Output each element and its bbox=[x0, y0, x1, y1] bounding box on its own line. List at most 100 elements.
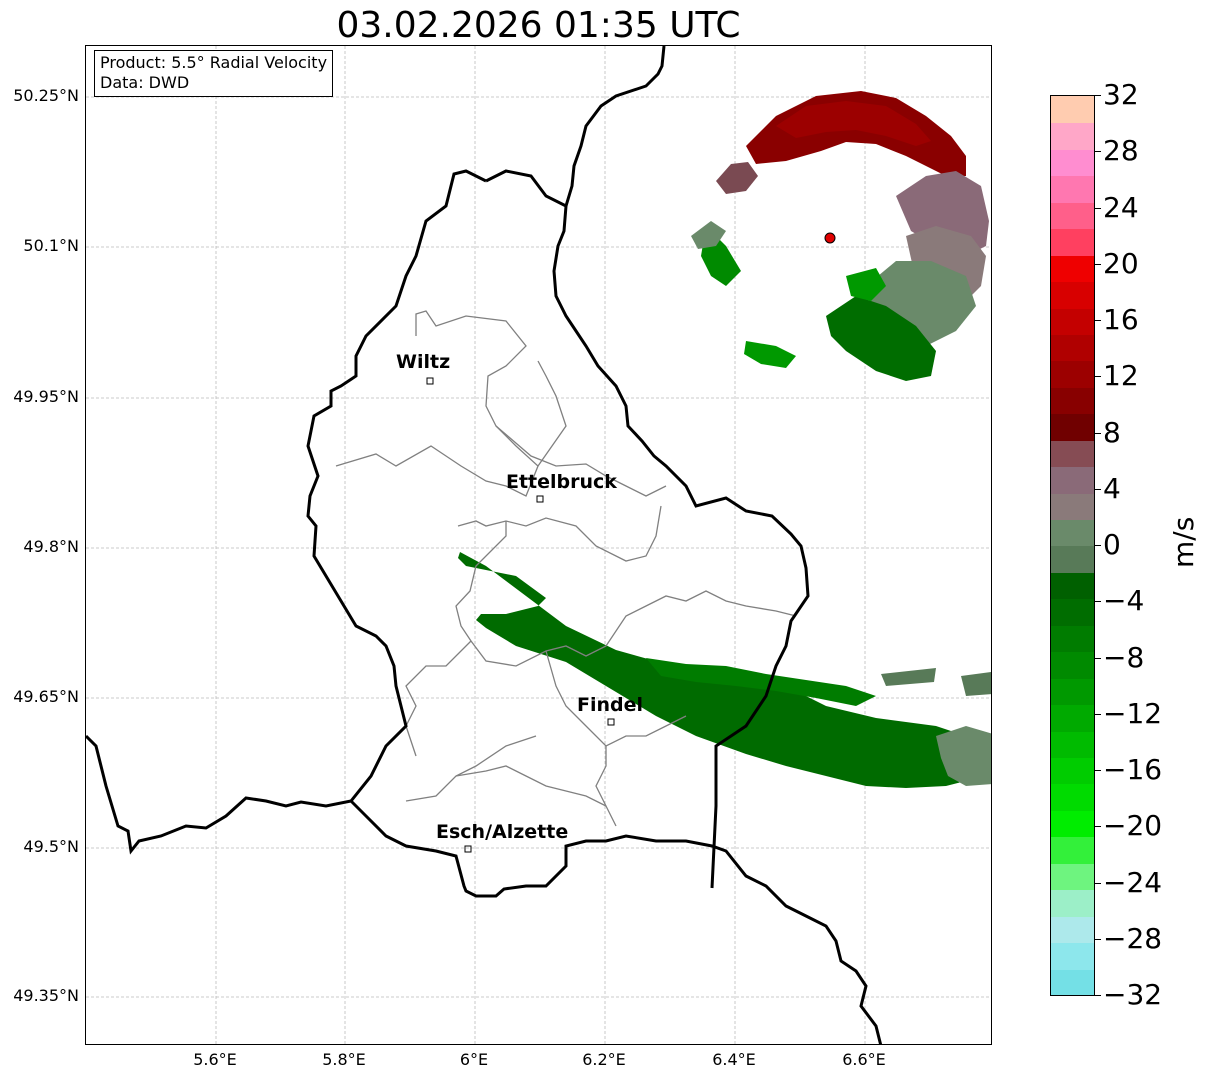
colorbar-tick-label: 4 bbox=[1103, 471, 1121, 505]
colorbar-segment bbox=[1051, 757, 1094, 785]
colorbar-segment bbox=[1051, 122, 1094, 150]
colorbar-segment bbox=[1051, 148, 1094, 177]
colorbar-segment bbox=[1051, 783, 1094, 811]
colorbar-segment bbox=[1051, 624, 1094, 653]
colorbar-tick bbox=[1095, 207, 1101, 209]
colorbar-tick bbox=[1095, 995, 1101, 996]
echo-ring-north-red bbox=[776, 101, 931, 146]
city-label-ettelbruck: Ettelbruck bbox=[506, 471, 617, 493]
colorbar-tick bbox=[1095, 826, 1101, 828]
colorbar-segment bbox=[1051, 201, 1094, 230]
colorbar-tick-label: 16 bbox=[1103, 303, 1139, 336]
colorbar-tick-label: −16 bbox=[1103, 753, 1163, 786]
y-tick-label: 49.95°N bbox=[13, 387, 79, 406]
velocity-colorbar bbox=[1050, 95, 1095, 996]
map-gridlines bbox=[86, 46, 991, 1044]
country-borders bbox=[86, 46, 883, 1044]
city-label-wiltz: Wiltz bbox=[396, 351, 451, 373]
x-tick-label: 5.8°E bbox=[322, 1050, 366, 1069]
colorbar-segment bbox=[1051, 915, 1094, 944]
map-title: 03.02.2026 01:35 UTC bbox=[336, 5, 741, 46]
colorbar-segment bbox=[1051, 228, 1094, 256]
colorbar-segment bbox=[1051, 386, 1094, 415]
city-markers bbox=[426, 377, 615, 853]
echo-ring-sw-green bbox=[744, 341, 796, 368]
colorbar-segment bbox=[1051, 466, 1094, 494]
colorbar-tick-label: −24 bbox=[1103, 865, 1163, 899]
product-label: Product: 5.5° Radial Velocity bbox=[100, 53, 328, 72]
canton-boundaries bbox=[335, 310, 797, 827]
colorbar-segment bbox=[1051, 704, 1094, 732]
colorbar-tick bbox=[1095, 432, 1101, 434]
colorbar-segment bbox=[1051, 545, 1094, 573]
colorbar-segment bbox=[1051, 651, 1094, 679]
y-tick-label: 49.35°N bbox=[13, 986, 79, 1005]
colorbar-segment bbox=[1051, 519, 1094, 547]
colorbar-tick bbox=[1095, 545, 1101, 546]
x-tick-label: 6.4°E bbox=[712, 1050, 756, 1069]
colorbar-segment bbox=[1051, 307, 1094, 335]
colorbar-tick bbox=[1095, 770, 1101, 771]
city-marker-esch bbox=[464, 845, 472, 853]
colorbar-segment bbox=[1051, 889, 1094, 917]
y-tick-label: 49.5°N bbox=[23, 837, 79, 856]
city-label-esch: Esch/Alzette bbox=[436, 821, 569, 843]
echo-ring-west-greygreen bbox=[691, 221, 726, 249]
colorbar-segment bbox=[1051, 677, 1094, 706]
echo-ring-south-bright-green bbox=[846, 268, 886, 301]
radar-echo-ring bbox=[691, 91, 989, 381]
colorbar-tick-label: −20 bbox=[1103, 809, 1163, 843]
colorbar-tick bbox=[1095, 151, 1101, 153]
colorbar-segment bbox=[1051, 942, 1094, 970]
city-marker-wiltz bbox=[426, 377, 434, 385]
colorbar-segment bbox=[1051, 862, 1094, 891]
radar-map bbox=[86, 46, 991, 1044]
colorbar-tick-label: 0 bbox=[1103, 528, 1121, 561]
echo-band-east-tip bbox=[936, 726, 991, 786]
colorbar-tick bbox=[1095, 657, 1101, 659]
colorbar-tick-label: 24 bbox=[1103, 190, 1139, 224]
colorbar-tick bbox=[1095, 488, 1101, 490]
colorbar-tick bbox=[1095, 263, 1101, 265]
colorbar-tick-label: −8 bbox=[1103, 640, 1145, 674]
city-marker-ettelbruck bbox=[536, 495, 544, 503]
colorbar-tick-label: −12 bbox=[1103, 696, 1163, 730]
colorbar-tick-label: −32 bbox=[1103, 978, 1163, 1011]
echo-ring-west-mauve bbox=[716, 162, 758, 194]
colorbar-tick-label: 8 bbox=[1103, 415, 1121, 449]
data-source-label: Data: DWD bbox=[100, 73, 190, 92]
colorbar-segment bbox=[1051, 571, 1094, 600]
colorbar-tick-label: 20 bbox=[1103, 246, 1139, 280]
colorbar-tick bbox=[1095, 95, 1101, 96]
y-tick-label: 50.25°N bbox=[13, 86, 79, 105]
y-tick-label: 50.1°N bbox=[23, 236, 79, 255]
colorbar-segment bbox=[1051, 492, 1094, 521]
colorbar-tick-label: 12 bbox=[1103, 359, 1139, 393]
colorbar-tick bbox=[1095, 938, 1101, 940]
colorbar-segment bbox=[1051, 968, 1094, 995]
echo-band-east-patch bbox=[961, 672, 991, 696]
colorbar-segment bbox=[1051, 254, 1094, 283]
colorbar-segment bbox=[1051, 175, 1094, 203]
colorbar-tick bbox=[1095, 376, 1101, 378]
y-tick-label: 49.65°N bbox=[13, 687, 79, 706]
colorbar-tick-label: −28 bbox=[1103, 921, 1163, 955]
radar-site-marker bbox=[824, 232, 836, 244]
colorbar-segment bbox=[1051, 96, 1094, 124]
colorbar-tick-label: −4 bbox=[1103, 584, 1145, 618]
colorbar-segment bbox=[1051, 360, 1094, 388]
city-marker-findel bbox=[607, 718, 615, 726]
colorbar-segment bbox=[1051, 281, 1094, 309]
echo-band-main bbox=[458, 552, 991, 788]
map-area[interactable] bbox=[85, 45, 992, 1045]
colorbar-tick bbox=[1095, 320, 1101, 321]
echo-patch-ne bbox=[881, 668, 936, 686]
product-info-box: Product: 5.5° Radial Velocity Data: DWD bbox=[94, 50, 334, 97]
colorbar-tick-label: 32 bbox=[1103, 78, 1139, 111]
city-label-findel: Findel bbox=[577, 694, 644, 716]
colorbar-segment bbox=[1051, 439, 1094, 468]
y-tick-label: 49.8°N bbox=[23, 537, 79, 556]
x-tick-label: 6.2°E bbox=[582, 1050, 626, 1069]
colorbar-tick bbox=[1095, 713, 1101, 715]
x-tick-label: 6°E bbox=[459, 1050, 489, 1069]
